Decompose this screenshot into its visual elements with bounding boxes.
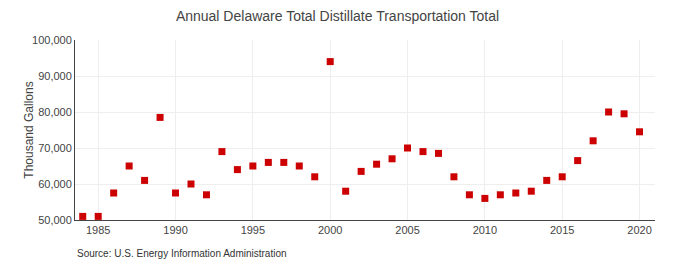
svg-text:60,000: 60,000 (38, 178, 72, 190)
svg-text:90,000: 90,000 (38, 70, 72, 82)
svg-text:Source: U.S. Energy Informatio: Source: U.S. Energy Information Administ… (77, 248, 287, 259)
svg-text:2000: 2000 (318, 224, 342, 236)
svg-text:1985: 1985 (86, 224, 110, 236)
svg-text:1990: 1990 (163, 224, 187, 236)
svg-text:2005: 2005 (395, 224, 419, 236)
svg-text:2010: 2010 (473, 224, 497, 236)
svg-text:1995: 1995 (241, 224, 265, 236)
svg-text:80,000: 80,000 (38, 106, 72, 118)
svg-text:70,000: 70,000 (38, 142, 72, 154)
svg-text:2020: 2020 (627, 224, 651, 236)
svg-text:Annual Delaware Total Distilla: Annual Delaware Total Distillate Transpo… (176, 8, 499, 24)
svg-text:100,000: 100,000 (32, 34, 72, 46)
svg-text:50,000: 50,000 (38, 214, 72, 226)
svg-text:Thousand Gallons: Thousand Gallons (22, 81, 36, 178)
svg-text:2015: 2015 (550, 224, 574, 236)
